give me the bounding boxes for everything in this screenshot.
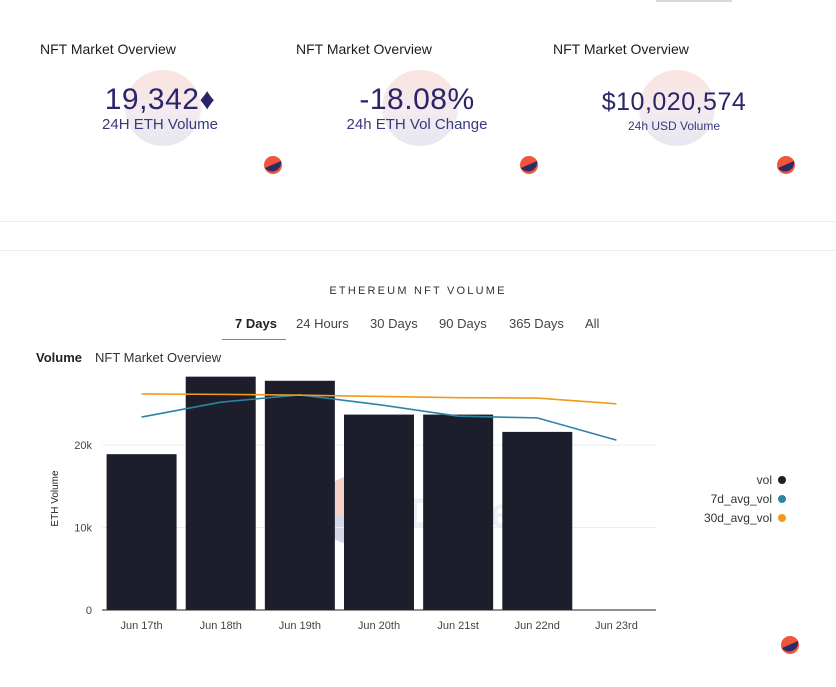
top-divider — [656, 0, 732, 2]
line-7d_avg_vol — [141, 393, 617, 441]
dune-logo-icon[interactable] — [781, 636, 799, 654]
section-divider — [0, 250, 836, 251]
x-tick-label: Jun 20th — [358, 620, 400, 632]
legend-dot — [778, 495, 786, 503]
tab-30-days[interactable]: 30 Days — [370, 316, 418, 331]
chart-title: ETHEREUM NFT VOLUME — [329, 285, 507, 297]
x-tick-label: Jun 18th — [200, 620, 242, 632]
y-tick-label: 10k — [74, 523, 92, 535]
dune-logo-icon[interactable] — [777, 156, 795, 174]
bar-vol — [344, 414, 414, 610]
legend-dot — [778, 514, 786, 522]
bar-vol — [106, 454, 177, 610]
legend-label: 7d_avg_vol — [710, 492, 772, 506]
legend-label: 30d_avg_vol — [703, 511, 772, 525]
bar-vol — [423, 414, 494, 610]
dune-logo-icon[interactable] — [520, 156, 538, 174]
dune-logo-icon[interactable] — [264, 156, 282, 174]
kpi-title: NFT Market Overview — [40, 41, 176, 57]
chart-watermark: Dune — [319, 476, 513, 545]
dune-watermark-icon — [125, 70, 201, 146]
dune-watermark-icon — [319, 476, 387, 544]
legend-dot — [778, 476, 786, 484]
dune-watermark-text: Dune — [408, 489, 513, 536]
legend-item-30d-avg-vol[interactable]: 30d_avg_vol — [680, 510, 790, 529]
kpi-label: 24h USD Volume — [627, 119, 721, 133]
kpi-title: NFT Market Overview — [553, 41, 689, 57]
kpi-value: $10,020,574 — [601, 88, 747, 116]
tab-90-days[interactable]: 90 Days — [439, 316, 487, 331]
dune-watermark-icon — [639, 70, 715, 146]
legend-item-7d-avg-vol[interactable]: 7d_avg_vol — [680, 491, 790, 510]
viz-tab-nft-market-overview[interactable]: NFT Market Overview — [95, 350, 222, 365]
x-tick-label: Jun 17th — [120, 620, 162, 632]
dune-watermark-shape — [321, 499, 388, 545]
y-tick-label: 0 — [86, 605, 92, 617]
active-tab-underline — [222, 339, 286, 340]
tab-24-hours[interactable]: 24 Hours — [296, 316, 349, 331]
kpi-usd-volume: NFT Market Overview $10,020,574 24h USD … — [553, 0, 823, 200]
chart-legend: vol 7d_avg_vol 30d_avg_vol — [680, 472, 790, 529]
dune-watermark-icon — [382, 70, 458, 146]
kpi-label: 24H ETH Volume — [102, 116, 218, 133]
kpi-eth-vol-change: NFT Market Overview -18.08% 24h ETH Vol … — [296, 0, 566, 200]
x-tick-label: Jun 21st — [437, 620, 479, 632]
kpi-value: 19,342♦ — [104, 83, 216, 116]
x-tick-label: Jun 19th — [279, 620, 321, 632]
x-tick-label: Jun 23rd — [595, 620, 638, 632]
viz-tab-volume[interactable]: Volume — [36, 350, 82, 365]
kpi-value: -18.08% — [359, 83, 475, 116]
line-30d_avg_vol — [141, 393, 617, 405]
legend-item-vol[interactable]: vol — [680, 472, 790, 491]
tab-all[interactable]: All — [585, 316, 600, 331]
bar-vol — [264, 380, 335, 610]
y-axis-title: ETH Volume — [50, 470, 61, 527]
x-tick-label: Jun 22nd — [515, 620, 560, 632]
y-tick-label: 20k — [74, 440, 92, 452]
kpi-title: NFT Market Overview — [296, 41, 432, 57]
legend-label: vol — [756, 473, 772, 487]
kpi-label: 24h ETH Vol Change — [346, 116, 488, 133]
bar-vol — [185, 376, 256, 610]
bar-vol — [502, 431, 573, 610]
tab-365-days[interactable]: 365 Days — [509, 316, 564, 331]
section-divider — [0, 221, 836, 222]
tab-7-days[interactable]: 7 Days — [235, 316, 277, 331]
kpi-eth-volume: NFT Market Overview 19,342♦ 24H ETH Volu… — [40, 0, 310, 200]
